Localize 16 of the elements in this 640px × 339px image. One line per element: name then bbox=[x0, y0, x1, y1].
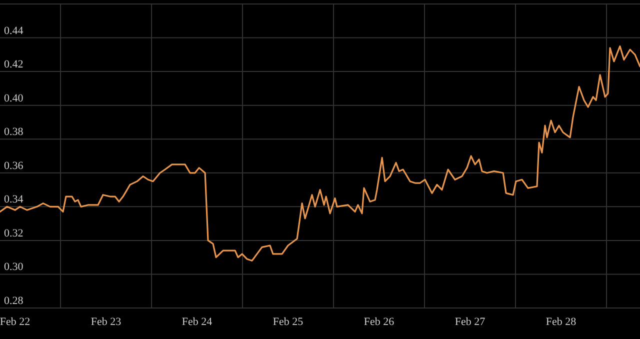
y-tick-label: 0.36 bbox=[4, 160, 24, 172]
x-tick-label: Feb 22 bbox=[0, 316, 30, 328]
y-tick-label: 0.44 bbox=[4, 24, 24, 37]
y-tick-label: 0.40 bbox=[4, 92, 24, 104]
x-tick-label: Feb 25 bbox=[272, 316, 304, 328]
y-tick-label: 0.38 bbox=[4, 126, 24, 138]
x-tick-label: Feb 24 bbox=[182, 316, 213, 328]
y-tick-label: 0.42 bbox=[4, 58, 24, 71]
y-tick-label: 0.28 bbox=[4, 295, 24, 307]
x-tick-label: Feb 28 bbox=[546, 316, 577, 328]
x-tick-label: Feb 26 bbox=[364, 316, 395, 328]
y-tick-label: 0.34 bbox=[4, 194, 24, 206]
x-tick-label: Feb 23 bbox=[90, 316, 122, 328]
y-tick-label: 0.32 bbox=[4, 227, 24, 240]
y-tick-label: 0.30 bbox=[4, 261, 24, 274]
x-tick-label: Feb 27 bbox=[454, 316, 486, 328]
